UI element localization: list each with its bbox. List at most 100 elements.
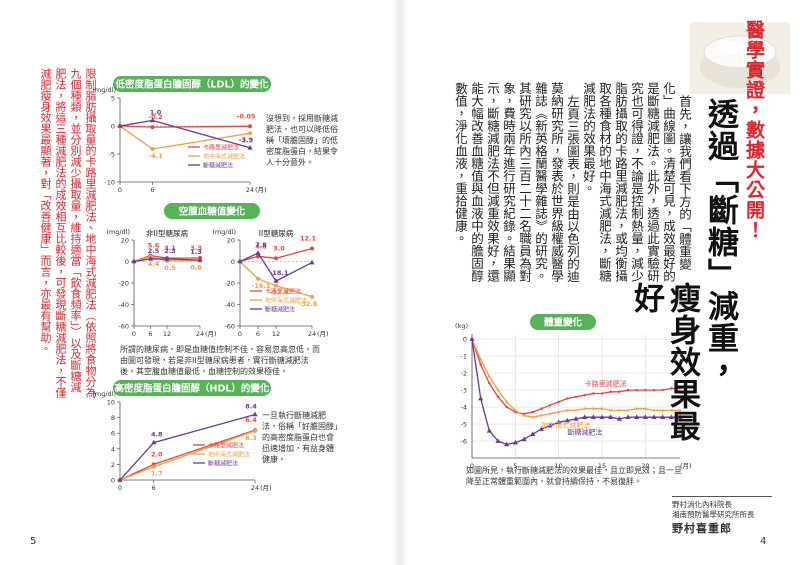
affiliation: 湘南預防醫學研究所所長 (672, 510, 755, 519)
marker (273, 278, 279, 283)
marker (488, 375, 491, 378)
marker (514, 409, 517, 412)
series-line (471, 338, 680, 418)
marker (557, 410, 560, 414)
x-tick-label: 20 (641, 462, 649, 470)
marker (600, 392, 604, 395)
marker (574, 409, 578, 412)
affiliation: 野村消化內科院長 (672, 500, 732, 509)
marker (651, 414, 657, 420)
marker (592, 407, 595, 410)
marker (635, 407, 638, 410)
marker (197, 257, 203, 262)
chart-title: 高密度脂蛋白膽固醇（HDL）的變化 (115, 383, 270, 395)
marker (274, 283, 278, 288)
marker (556, 419, 562, 425)
y-tick-label: 2 (111, 461, 115, 469)
chart-subtitle: II型糖尿病 (259, 228, 294, 238)
value-label: 12.1 (300, 234, 317, 242)
y-tick-label: -20 (118, 280, 129, 288)
y-tick-label: 8 (111, 414, 115, 422)
value-label: -0.05 (237, 112, 256, 120)
chart-subtitle: 非II型糖尿病 (146, 228, 188, 238)
y-tick-label: -20 (224, 280, 235, 288)
marker (310, 294, 314, 299)
y-tick-label: -60 (118, 323, 129, 331)
series-label: 斷糖減肥法 (567, 428, 602, 437)
x-tick-label: 10 (555, 462, 563, 470)
x-tick-label: 6 (148, 330, 152, 338)
value-label: 3.1 (164, 244, 176, 252)
marker (599, 414, 605, 420)
legend-label: 斷糖減肥法 (265, 306, 295, 314)
rice-bowl-photo (690, 22, 790, 94)
caption: 所謂的糖尿病，即是血糖值控制不佳，容易忽高忽低。而由圖可發現，若是非II型糖尿病… (120, 345, 320, 376)
y-tick-label: 0 (125, 258, 129, 266)
x-tick-label: 0 (238, 330, 242, 338)
x-unit: (月) (205, 330, 217, 338)
marker (547, 422, 553, 428)
y-tick-label: 5 (111, 95, 115, 103)
marker (486, 428, 492, 433)
marker (505, 400, 508, 404)
marker (668, 414, 674, 420)
value-label: 0.5 (164, 264, 176, 272)
y-tick-label: 6 (111, 430, 115, 438)
marker (635, 388, 638, 392)
marker (538, 426, 544, 431)
y-tick-label: 10 (107, 399, 115, 407)
legend-label: 卡路里減肥法 (203, 144, 239, 152)
marker (652, 409, 656, 412)
caption: 如圖所見，執行斷糖減肥法的效果最佳，且立即見效；且一旦降至正常體重範圍內，就會持… (466, 466, 682, 486)
author: 野村消化內科院長 湘南預防醫學研究所所長 野村喜重郎 (672, 496, 772, 534)
x-tick-label: 0 (470, 462, 474, 470)
marker (495, 438, 501, 443)
marker (642, 414, 648, 420)
value-label: 6.3 (245, 434, 257, 442)
marker (566, 397, 569, 400)
marker (237, 258, 243, 264)
x-unit: (月) (680, 462, 692, 470)
y-tick-label: 0 (111, 477, 115, 485)
marker (274, 256, 278, 261)
x-tick-label: 5 (513, 462, 517, 470)
series-line (133, 258, 201, 263)
headline: 瘦身效果最好 (628, 282, 700, 442)
value-label: 6.4 (245, 416, 257, 424)
series-line (239, 247, 313, 263)
marker (164, 256, 170, 261)
marker (253, 428, 257, 433)
y-tick-label: 0 (111, 123, 115, 131)
chart-title: 空腹血糖值變化 (179, 206, 246, 218)
marker (583, 393, 586, 397)
y-unit: (mg/dl) (92, 390, 116, 398)
marker (609, 390, 612, 393)
value-label: -18.1 (270, 269, 289, 277)
marker (512, 439, 518, 445)
y-unit: (mg/dl) (106, 228, 130, 236)
marker (582, 414, 588, 420)
marker (505, 405, 508, 409)
title-pill (113, 380, 271, 396)
y-tick-label: -10 (104, 179, 115, 187)
value-label: -4.1 (148, 152, 163, 160)
marker (521, 436, 527, 442)
value-label: 2.3 (164, 247, 176, 255)
marker (590, 414, 596, 420)
paragraph: 首先，讓我們看下方的「體重變化」曲線圖。清楚可見，成效最好的是斷糖減肥法。此外，… (581, 82, 692, 282)
marker (626, 409, 630, 412)
x-tick-label: 0 (118, 484, 122, 492)
marker (644, 407, 647, 410)
chart-title: 低密度脂蛋白膽固醇（LDL）的變化 (115, 79, 269, 91)
title-pill (530, 314, 596, 330)
marker (247, 145, 253, 150)
value-label: -1.3 (239, 136, 253, 144)
value-label: -32.8 (299, 300, 318, 308)
y-unit: (mg/dl) (212, 228, 236, 236)
body-text: 首先，讓我們看下方的「體重變化」曲線圖。清楚可見，成效最好的是斷糖減肥法。此外，… (453, 82, 692, 282)
legend-label: 地中海式減肥法 (203, 153, 245, 161)
value-label: 1.7 (151, 470, 163, 478)
marker (634, 414, 640, 420)
y-tick-label: -3 (461, 387, 467, 395)
